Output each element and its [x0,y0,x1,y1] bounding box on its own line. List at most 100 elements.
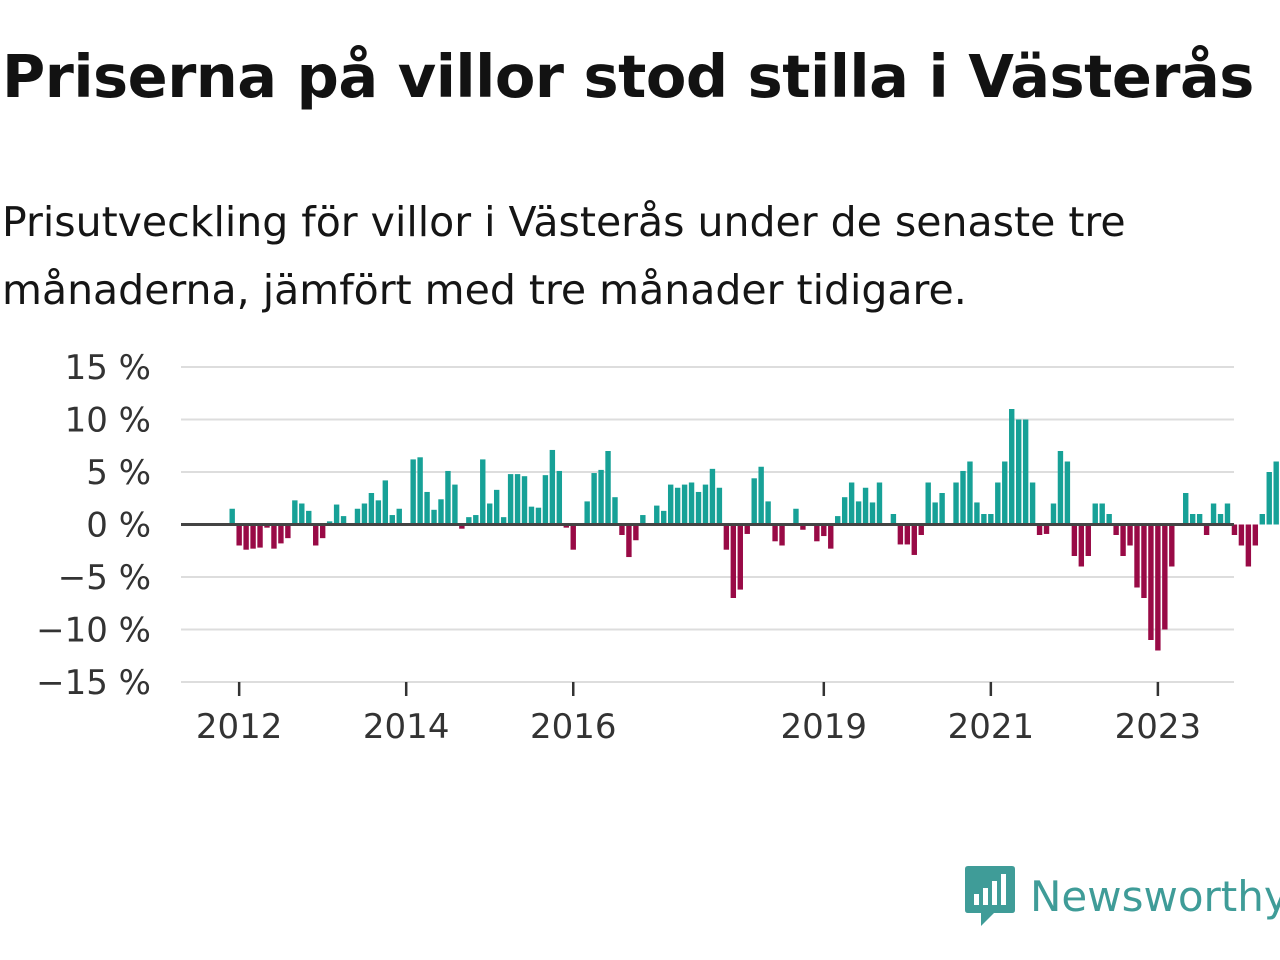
bar [1155,524,1161,651]
x-tick-label: 2019 [781,707,868,747]
bar [549,449,556,525]
bar [1022,419,1029,525]
bar [1224,503,1231,525]
bar-chart: 15 % 10 % 5 % 0 % −5 % −10 % −15 % 2012 2014 201… [36,348,1279,747]
bar [278,524,284,544]
bar [229,508,235,525]
bar [828,524,834,549]
bar [1085,524,1091,556]
bar [1231,524,1238,535]
bar [626,524,632,558]
bar [487,503,493,525]
y-tick-label: −15 % [36,663,151,703]
y-tick-label: −5 % [58,558,151,598]
bar [521,476,528,525]
y-axis-labels: 15 % 10 % 5 % 0 % −5 % −10 % −15 % [36,348,151,703]
bar [702,484,709,525]
bar [528,506,535,525]
bar [389,515,395,525]
bar [681,484,688,525]
bar [751,478,757,525]
bar [765,501,771,525]
newsworthy-logo: Newsworthy [964,864,1280,928]
bar [995,482,1001,525]
bar [1106,514,1112,525]
bar [1252,524,1259,546]
bar [667,484,674,525]
newsworthy-logo-icon [965,866,1015,926]
bar [633,524,639,541]
bar [507,474,514,525]
bar [855,501,862,525]
bar [493,489,500,525]
y-tick-label: 0 % [86,506,151,546]
bar [1196,514,1203,525]
bar [480,459,486,525]
bar [925,482,931,525]
bar [612,497,618,525]
bar [452,484,458,525]
bar [1203,524,1210,535]
y-tick-label: 15 % [65,348,151,388]
bar [1162,524,1168,630]
bar [654,505,660,525]
bar [1078,524,1085,567]
bar [1050,503,1057,525]
bar [960,470,966,525]
bar [570,524,576,550]
bar [1273,461,1279,525]
bar [410,459,416,525]
bar [876,482,883,525]
bar [584,501,590,525]
bar [1189,514,1196,525]
bar [306,510,312,525]
bar [257,524,263,548]
bar [1120,524,1126,556]
bar [661,510,667,525]
bar [466,517,472,525]
bar [292,500,298,525]
bar [473,515,479,525]
bar [737,524,743,590]
x-tick-label: 2016 [530,707,617,747]
bar [264,524,270,528]
bar [821,524,827,537]
bar [1099,503,1105,525]
bar [674,487,681,525]
y-tick-label: 5 % [86,453,151,493]
bar [1009,409,1015,525]
bar [340,516,347,525]
bar [598,469,604,525]
bar [814,524,820,542]
bar [758,466,764,525]
bar [396,508,402,525]
bar [1092,503,1098,525]
bar [1071,524,1078,556]
bar [243,524,249,550]
bar [417,457,423,525]
bar [967,461,973,525]
bar [542,475,549,525]
x-tick-label: 2012 [196,707,283,747]
bar [932,502,938,525]
bar [333,504,340,525]
bar [862,487,869,525]
bar [716,487,723,525]
bar [1169,524,1175,567]
bar [730,524,737,598]
bar [500,517,507,525]
bar [1002,461,1008,525]
bar [591,473,597,525]
bar [1113,524,1119,535]
bar [779,524,785,546]
bar [285,524,291,539]
bar [375,500,382,525]
bar [354,508,361,525]
bar [869,502,876,525]
bar [382,480,389,525]
bar [1043,524,1050,534]
bar [1238,524,1245,546]
bar [1245,524,1252,567]
bar [709,468,716,525]
bar [1134,524,1140,588]
